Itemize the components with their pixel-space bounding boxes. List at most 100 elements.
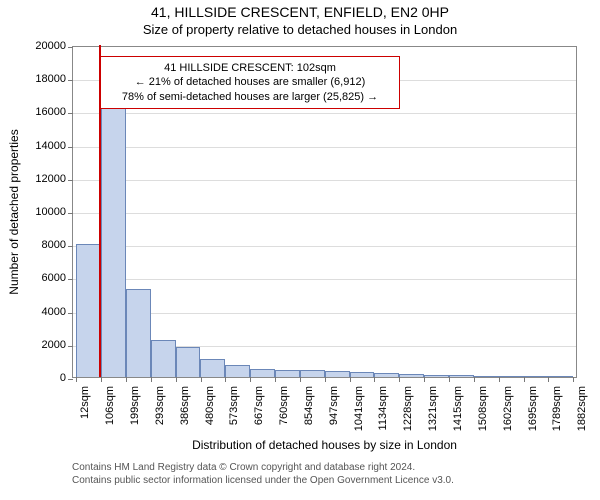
x-tick-label: 1789sqm xyxy=(551,386,563,436)
x-tick-mark xyxy=(176,377,177,382)
y-tick-mark xyxy=(68,47,73,48)
x-tick-label: 1882sqm xyxy=(576,386,588,436)
chart-subtitle: Size of property relative to detached ho… xyxy=(0,22,600,37)
histogram-bar xyxy=(250,369,275,377)
gridline xyxy=(73,113,576,114)
x-tick-label: 1321sqm xyxy=(427,386,439,436)
histogram-bar xyxy=(548,376,573,377)
y-tick-label: 2000 xyxy=(30,339,66,351)
x-tick-label: 947sqm xyxy=(328,386,340,436)
y-tick-label: 0 xyxy=(30,372,66,384)
annotation-line-3: 78% of semi-detached houses are larger (… xyxy=(109,90,391,104)
histogram-bar xyxy=(350,372,375,377)
x-tick-mark xyxy=(374,377,375,382)
x-tick-mark xyxy=(424,377,425,382)
x-tick-mark xyxy=(449,377,450,382)
histogram-bar xyxy=(176,347,201,377)
histogram-bar xyxy=(126,289,151,377)
x-tick-label: 1508sqm xyxy=(477,386,489,436)
x-tick-label: 12sqm xyxy=(79,386,91,436)
histogram-bar xyxy=(275,370,300,377)
x-tick-label: 667sqm xyxy=(253,386,265,436)
x-tick-label: 854sqm xyxy=(303,386,315,436)
x-tick-mark xyxy=(76,377,77,382)
y-tick-label: 18000 xyxy=(30,73,66,85)
x-tick-mark xyxy=(300,377,301,382)
x-tick-label: 386sqm xyxy=(179,386,191,436)
x-tick-label: 106sqm xyxy=(104,386,116,436)
y-tick-mark xyxy=(68,113,73,114)
x-tick-label: 1134sqm xyxy=(377,386,389,436)
y-tick-label: 10000 xyxy=(30,206,66,218)
x-tick-mark xyxy=(275,377,276,382)
x-tick-mark xyxy=(126,377,127,382)
footer-attribution: Contains HM Land Registry data © Crown c… xyxy=(72,462,577,487)
x-axis-label: Distribution of detached houses by size … xyxy=(72,438,577,452)
y-tick-label: 16000 xyxy=(30,106,66,118)
x-tick-label: 1602sqm xyxy=(502,386,514,436)
x-tick-mark xyxy=(548,377,549,382)
x-tick-label: 1228sqm xyxy=(402,386,414,436)
x-tick-label: 1415sqm xyxy=(452,386,464,436)
histogram-bar xyxy=(101,100,126,377)
y-tick-mark xyxy=(68,379,73,380)
y-tick-label: 8000 xyxy=(30,239,66,251)
gridline xyxy=(73,246,576,247)
histogram-bar xyxy=(474,376,499,377)
x-tick-mark xyxy=(573,377,574,382)
y-tick-label: 20000 xyxy=(30,40,66,52)
x-tick-label: 573sqm xyxy=(228,386,240,436)
y-tick-label: 14000 xyxy=(30,140,66,152)
histogram-bar xyxy=(449,375,474,377)
x-tick-label: 760sqm xyxy=(278,386,290,436)
x-tick-label: 1695sqm xyxy=(527,386,539,436)
y-tick-label: 6000 xyxy=(30,272,66,284)
x-tick-label: 1041sqm xyxy=(353,386,365,436)
histogram-bar xyxy=(524,376,549,377)
chart-title: 41, HILLSIDE CRESCENT, ENFIELD, EN2 0HP xyxy=(0,4,600,20)
y-tick-mark xyxy=(68,279,73,280)
histogram-bar xyxy=(300,370,325,377)
histogram-bar xyxy=(225,365,250,377)
y-axis-label: Number of detached properties xyxy=(7,122,21,302)
x-tick-mark xyxy=(101,377,102,382)
y-tick-label: 12000 xyxy=(30,173,66,185)
y-tick-mark xyxy=(68,246,73,247)
x-tick-mark xyxy=(474,377,475,382)
y-tick-mark xyxy=(68,213,73,214)
histogram-bar xyxy=(200,359,225,377)
x-tick-mark xyxy=(201,377,202,382)
x-tick-mark xyxy=(151,377,152,382)
y-tick-mark xyxy=(68,80,73,81)
y-tick-label: 4000 xyxy=(30,306,66,318)
annotation-line-1: 41 HILLSIDE CRESCENT: 102sqm xyxy=(109,61,391,75)
x-tick-mark xyxy=(325,377,326,382)
histogram-bar xyxy=(399,374,424,377)
x-tick-mark xyxy=(524,377,525,382)
gridline xyxy=(73,213,576,214)
x-tick-label: 480sqm xyxy=(204,386,216,436)
x-tick-mark xyxy=(250,377,251,382)
chart-root: { "title": "41, HILLSIDE CRESCENT, ENFIE… xyxy=(0,0,600,500)
annotation-line-2: ← 21% of detached houses are smaller (6,… xyxy=(109,75,391,89)
histogram-bar xyxy=(499,376,524,377)
histogram-bar xyxy=(151,340,176,377)
histogram-bar xyxy=(374,373,399,377)
gridline xyxy=(73,147,576,148)
histogram-bar xyxy=(325,371,350,377)
histogram-bar xyxy=(76,244,101,377)
x-tick-label: 199sqm xyxy=(129,386,141,436)
gridline xyxy=(73,279,576,280)
x-tick-mark xyxy=(350,377,351,382)
footer-line-2: Contains public sector information licen… xyxy=(72,475,577,488)
annotation-box: 41 HILLSIDE CRESCENT: 102sqm ← 21% of de… xyxy=(100,56,400,109)
y-tick-mark xyxy=(68,346,73,347)
footer-line-1: Contains HM Land Registry data © Crown c… xyxy=(72,462,577,475)
gridline xyxy=(73,180,576,181)
x-tick-mark xyxy=(399,377,400,382)
histogram-bar xyxy=(424,375,449,377)
y-tick-mark xyxy=(68,147,73,148)
x-tick-mark xyxy=(499,377,500,382)
y-tick-mark xyxy=(68,313,73,314)
y-tick-mark xyxy=(68,180,73,181)
